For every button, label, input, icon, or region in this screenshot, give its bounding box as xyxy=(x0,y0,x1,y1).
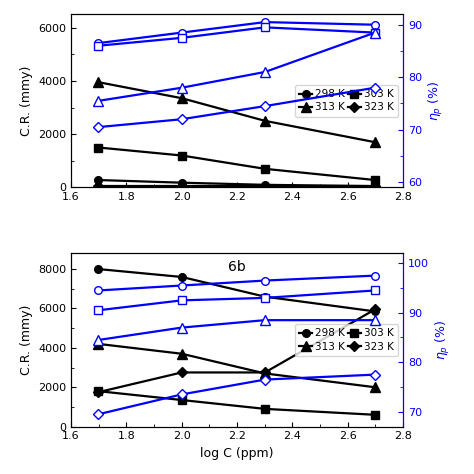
Y-axis label: $\eta_p$ (%): $\eta_p$ (%) xyxy=(434,320,452,360)
Y-axis label: C.R. (mmy): C.R. (mmy) xyxy=(19,66,33,136)
Text: 6b: 6b xyxy=(228,260,246,274)
Y-axis label: C.R. (mmy): C.R. (mmy) xyxy=(19,305,33,375)
Y-axis label: $\eta_p$ (%): $\eta_p$ (%) xyxy=(428,81,446,121)
Legend: 298 K, 313 K, 303 K, 323 K: 298 K, 313 K, 303 K, 323 K xyxy=(295,85,398,117)
X-axis label: log C (ppm): log C (ppm) xyxy=(200,447,274,460)
Legend: 298 K, 313 K, 303 K, 323 K: 298 K, 313 K, 303 K, 323 K xyxy=(295,324,398,356)
